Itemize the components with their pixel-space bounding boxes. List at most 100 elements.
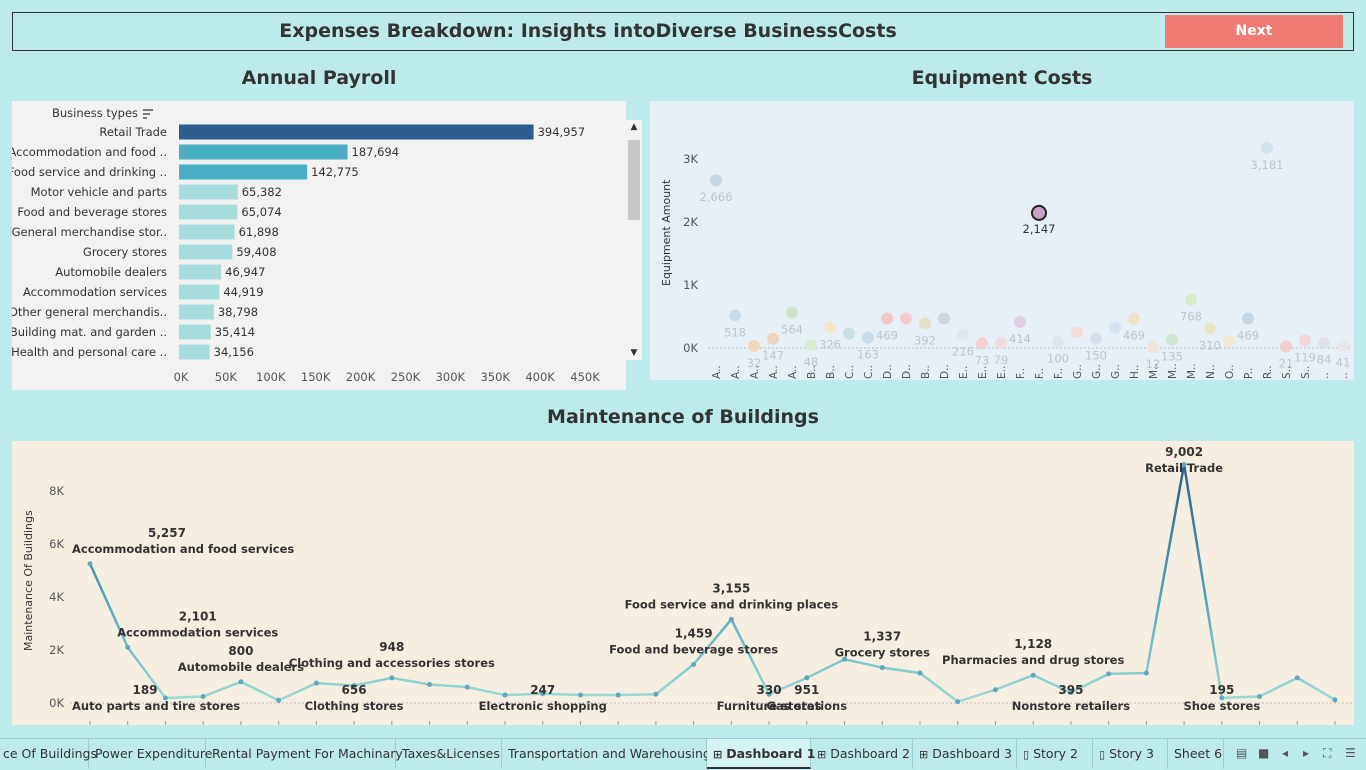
maint-y-tick: 0K bbox=[49, 696, 64, 710]
fullscreen-icon[interactable]: ⛶ bbox=[1323, 746, 1332, 760]
payroll-category-label: Motor vehicle and parts bbox=[31, 185, 167, 199]
maint-point bbox=[502, 692, 508, 698]
equip-data-label: 768 bbox=[1180, 310, 1202, 324]
equip-x-tick: B.. bbox=[825, 365, 837, 379]
payroll-bar bbox=[179, 184, 238, 200]
maint-point bbox=[615, 692, 621, 698]
tab-transportation-and-warehousing[interactable]: Transportation and Warehousing bbox=[502, 739, 711, 769]
equip-data-label: 564 bbox=[781, 323, 803, 337]
scrollbar-thumb[interactable] bbox=[628, 140, 640, 220]
maint-category-label: Gas stations bbox=[767, 699, 848, 713]
equip-point bbox=[1337, 339, 1349, 352]
payroll-bar bbox=[179, 224, 235, 240]
payroll-data-label: 35,414 bbox=[215, 325, 255, 339]
equip-y-tick: 2K bbox=[683, 215, 698, 229]
tab-power-expenditure[interactable]: Power Expenditure bbox=[89, 739, 212, 769]
equip-point bbox=[1280, 340, 1292, 353]
maint-point bbox=[1219, 695, 1225, 701]
equipment-chart: Equipment Amount0K1K2K3K2,666A..518A..32… bbox=[660, 141, 1350, 379]
maint-point bbox=[691, 661, 697, 667]
payroll-data-label: 44,919 bbox=[223, 285, 263, 299]
equip-point bbox=[1128, 312, 1140, 325]
equip-data-label: 163 bbox=[857, 348, 879, 362]
next-sheet-icon[interactable]: ▸ bbox=[1303, 746, 1310, 760]
maint-point bbox=[351, 683, 357, 689]
equip-y-tick: 0K bbox=[683, 341, 698, 355]
equip-point bbox=[824, 321, 836, 334]
equip-x-tick: F.. bbox=[1015, 368, 1027, 379]
tab-label: Dashboard 3 bbox=[932, 746, 1012, 761]
maint-point bbox=[992, 687, 998, 693]
payroll-bar bbox=[179, 144, 348, 160]
grid-view-icon[interactable]: ▤ bbox=[1236, 746, 1248, 760]
maint-point bbox=[804, 675, 810, 681]
maint-point bbox=[842, 656, 848, 662]
equip-data-label: 216 bbox=[952, 344, 974, 358]
payroll-category-label: Accommodation and food .. bbox=[12, 145, 167, 159]
equip-data-label: 12 bbox=[1146, 357, 1161, 371]
sheet-menu-icon[interactable]: ☰ bbox=[1345, 746, 1356, 760]
equip-x-tick: R.. bbox=[1262, 365, 1274, 379]
equip-x-tick: P.. bbox=[1243, 368, 1255, 379]
maint-y-tick: 8K bbox=[49, 484, 64, 498]
prev-sheet-icon[interactable]: ◂ bbox=[1282, 746, 1289, 760]
payroll-chart: Business types Retail Trade 394,957 Accommo… bbox=[8, 106, 600, 384]
maint-value-label: 800 bbox=[228, 644, 253, 658]
equip-x-tick: M.. bbox=[1148, 363, 1160, 379]
tab-dashboard-3[interactable]: ⊞ Dashboard 3 bbox=[913, 739, 1017, 769]
tab-sheet-6[interactable]: Sheet 6 bbox=[1168, 739, 1224, 769]
equip-x-tick: C.. bbox=[863, 365, 875, 379]
equip-point bbox=[1071, 326, 1083, 339]
maint-line bbox=[88, 464, 1336, 704]
equip-point bbox=[805, 338, 817, 351]
payroll-bar bbox=[179, 124, 534, 140]
tab-dashboard-1[interactable]: ⊞ Dashboard 1 bbox=[707, 739, 816, 769]
payroll-chart-panel: Business types Retail Trade 394,957 Accommo… bbox=[8, 101, 626, 390]
equip-data-label: 48 bbox=[804, 355, 819, 369]
maint-value-label: 951 bbox=[794, 683, 819, 697]
tab-story-3[interactable]: ▯ Story 3 bbox=[1093, 739, 1168, 769]
equip-x-tick: H.. bbox=[1129, 365, 1141, 379]
tab-ce-of-buildings[interactable]: ce Of Buildings bbox=[0, 739, 97, 769]
equip-point bbox=[881, 312, 893, 325]
equip-x-tick: N.. bbox=[1205, 364, 1217, 379]
tab-dashboard-2[interactable]: ⊞ Dashboard 2 bbox=[811, 739, 913, 769]
maint-y-tick: 2K bbox=[49, 643, 64, 657]
maint-category-label: Furniture stores bbox=[717, 699, 822, 713]
equip-point bbox=[786, 306, 798, 319]
tab-label: Rental Payment For Machinary bbox=[212, 746, 403, 761]
filmstrip-icon[interactable]: ■ bbox=[1258, 746, 1270, 760]
equip-point bbox=[1242, 312, 1254, 325]
payroll-x-tick: 100K bbox=[256, 370, 286, 384]
maint-category-label: Food and beverage stores bbox=[609, 642, 778, 656]
payroll-category-label: General merchandise stor.. bbox=[12, 225, 167, 239]
equip-x-tick: D.. bbox=[901, 364, 913, 379]
maint-value-label: 1,459 bbox=[675, 626, 713, 640]
scroll-down-icon[interactable]: ▼ bbox=[630, 348, 638, 358]
equip-x-tick: A.. bbox=[749, 365, 761, 379]
payroll-x-tick: 50K bbox=[215, 370, 238, 384]
tab-rental-payment-for-machinary[interactable]: Rental Payment For Machinary bbox=[206, 739, 403, 769]
story-icon: ▯ bbox=[1099, 748, 1106, 761]
payroll-title: Annual Payroll bbox=[241, 67, 397, 89]
equip-data-label: 150 bbox=[1085, 349, 1107, 363]
tab-label: Dashboard 2 bbox=[830, 746, 910, 761]
payroll-x-tick: 200K bbox=[346, 370, 376, 384]
sheet-tab-bar: ce Of Buildings Power Expenditure Rental P… bbox=[0, 738, 1366, 769]
equipment-chart-panel: Equipment Amount 0K 1K 2K 3K 2,666 A.. 518 A.. 32… bbox=[650, 101, 1354, 380]
equip-data-label: 310 bbox=[1199, 338, 1221, 352]
equip-data-label: 2,666 bbox=[700, 190, 733, 204]
maint-point bbox=[276, 697, 282, 703]
maint-point bbox=[1068, 690, 1074, 696]
maint-point bbox=[125, 644, 131, 650]
equip-x-tick: F.. bbox=[1034, 368, 1046, 379]
equip-point bbox=[1223, 335, 1235, 348]
tab-taxes-licenses[interactable]: Taxes&Licenses bbox=[396, 739, 502, 769]
payroll-scrollbar[interactable]: ▲ ▼ bbox=[626, 120, 642, 360]
tab-story-2[interactable]: ▯ Story 2 bbox=[1017, 739, 1093, 769]
maint-point bbox=[879, 665, 885, 671]
maint-value-label: 9,002 bbox=[1165, 445, 1203, 459]
scroll-up-icon[interactable]: ▲ bbox=[630, 122, 638, 132]
equip-point bbox=[957, 328, 969, 341]
next-button[interactable]: Next bbox=[1165, 15, 1343, 48]
